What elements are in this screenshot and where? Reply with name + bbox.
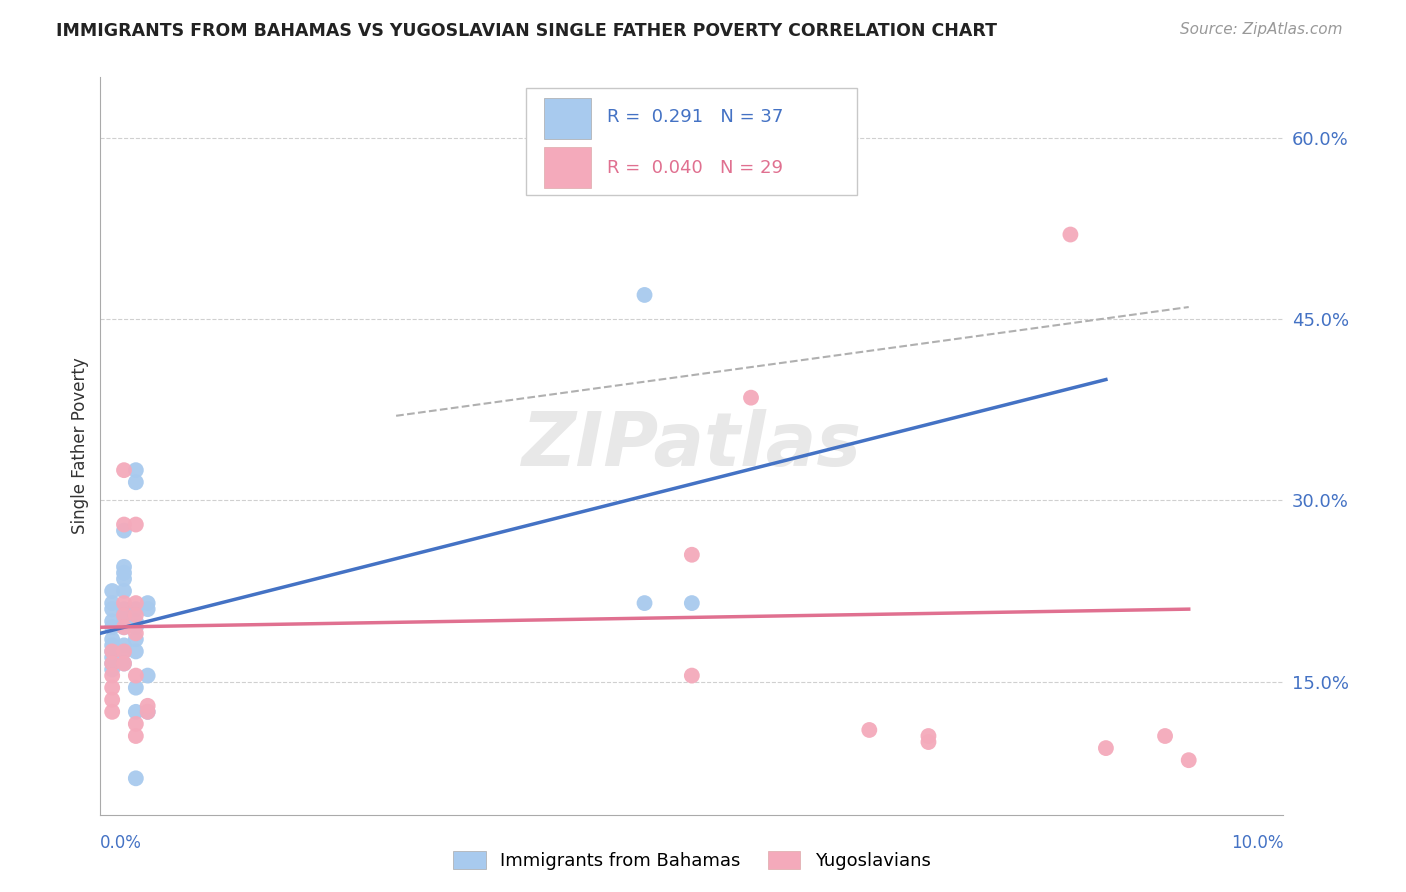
Point <box>112 559 135 574</box>
Point <box>112 463 135 477</box>
Bar <box>544 98 592 138</box>
Point <box>112 614 135 628</box>
Point <box>681 548 703 562</box>
Point <box>112 657 135 671</box>
Point <box>125 602 148 616</box>
Point <box>101 632 124 647</box>
Point <box>101 681 124 695</box>
Point <box>125 681 148 695</box>
Text: R =  0.291   N = 37: R = 0.291 N = 37 <box>606 108 783 126</box>
Point <box>125 614 148 628</box>
Point <box>136 602 159 616</box>
Point <box>101 705 124 719</box>
Point <box>101 692 124 706</box>
Point <box>125 772 148 786</box>
Bar <box>544 147 592 188</box>
Point <box>136 596 159 610</box>
Point <box>125 705 148 719</box>
Point <box>125 475 148 490</box>
Point <box>112 566 135 580</box>
Point <box>1177 753 1199 767</box>
Text: ZIPatlas: ZIPatlas <box>522 409 862 483</box>
Point <box>125 626 148 640</box>
Point <box>917 729 939 743</box>
Point <box>112 596 135 610</box>
Point <box>112 639 135 653</box>
Point <box>112 517 135 532</box>
Point <box>681 596 703 610</box>
Point <box>112 572 135 586</box>
Point <box>125 668 148 682</box>
Point <box>101 657 124 671</box>
Y-axis label: Single Father Poverty: Single Father Poverty <box>72 358 89 534</box>
Point <box>125 517 148 532</box>
Point <box>101 584 124 599</box>
Point <box>112 620 135 634</box>
Point <box>112 657 135 671</box>
Point <box>112 620 135 634</box>
Point <box>101 620 124 634</box>
Point <box>136 668 159 682</box>
Point <box>681 668 703 682</box>
Point <box>101 663 124 677</box>
Point <box>917 735 939 749</box>
Point <box>125 620 148 634</box>
Point <box>101 668 124 682</box>
Text: 10.0%: 10.0% <box>1230 834 1284 852</box>
Point <box>125 632 148 647</box>
Point <box>125 463 148 477</box>
Point <box>136 698 159 713</box>
Point <box>858 723 880 737</box>
Point <box>112 644 135 658</box>
Text: R =  0.040   N = 29: R = 0.040 N = 29 <box>606 159 783 178</box>
Point <box>101 644 124 658</box>
Point <box>101 650 124 665</box>
Point <box>1095 741 1118 756</box>
Text: 0.0%: 0.0% <box>100 834 142 852</box>
Point <box>633 596 655 610</box>
Point <box>101 639 124 653</box>
Point <box>101 596 124 610</box>
Point <box>112 608 135 623</box>
Point <box>101 602 124 616</box>
Point <box>125 717 148 731</box>
Point <box>112 602 135 616</box>
FancyBboxPatch shape <box>526 88 858 195</box>
Legend: Immigrants from Bahamas, Yugoslavians: Immigrants from Bahamas, Yugoslavians <box>444 842 939 880</box>
Point <box>112 644 135 658</box>
Point <box>125 729 148 743</box>
Point <box>1059 227 1081 242</box>
Text: IMMIGRANTS FROM BAHAMAS VS YUGOSLAVIAN SINGLE FATHER POVERTY CORRELATION CHART: IMMIGRANTS FROM BAHAMAS VS YUGOSLAVIAN S… <box>56 22 997 40</box>
Point <box>633 288 655 302</box>
Point <box>101 614 124 628</box>
Point <box>112 584 135 599</box>
Text: Source: ZipAtlas.com: Source: ZipAtlas.com <box>1180 22 1343 37</box>
Point <box>125 596 148 610</box>
Point <box>740 391 762 405</box>
Point <box>136 705 159 719</box>
Point <box>112 524 135 538</box>
Point <box>136 705 159 719</box>
Point <box>1154 729 1177 743</box>
Point <box>125 644 148 658</box>
Point <box>112 608 135 623</box>
Point <box>101 644 124 658</box>
Point <box>101 657 124 671</box>
Point <box>125 608 148 623</box>
